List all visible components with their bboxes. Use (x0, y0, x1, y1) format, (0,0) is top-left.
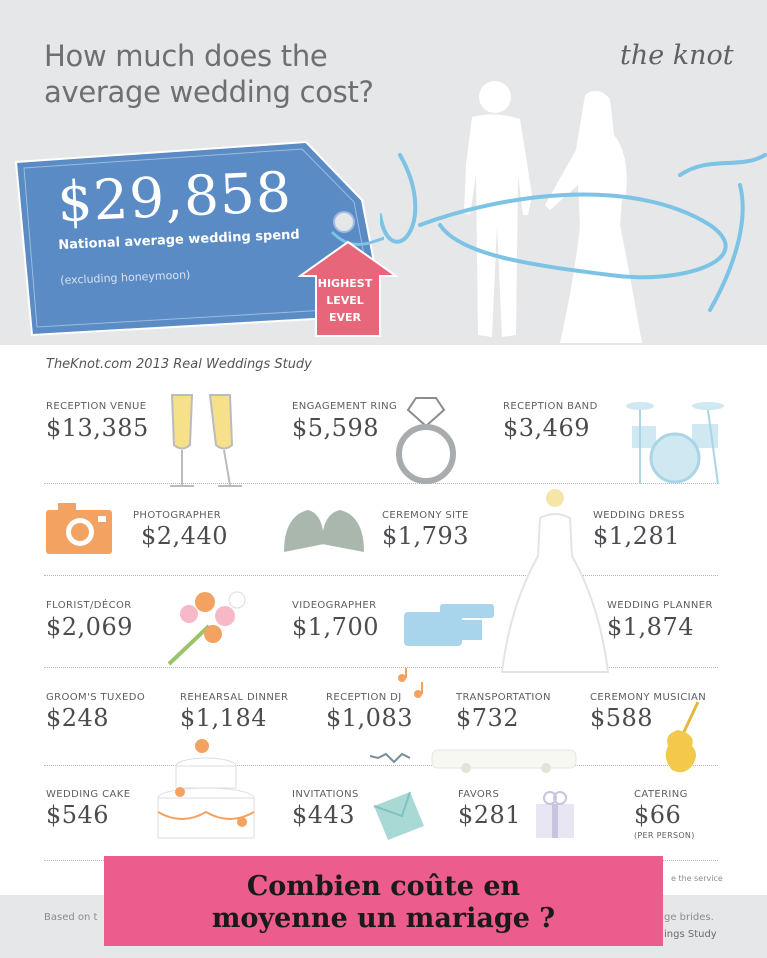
grooms-tuxedo-label: GROOM'S TUXEDO (46, 692, 146, 703)
limousine-icon (369, 749, 577, 773)
footer-left-text: Based on t (44, 912, 98, 923)
average-cost-amount: $29,858 (56, 159, 294, 234)
favors-value: $281 (458, 801, 522, 829)
transportation-value: $732 (456, 704, 520, 732)
highest-level-badge: HIGHEST LEVEL EVER (304, 275, 386, 326)
drum-kit-icon (626, 402, 724, 485)
reception-dj-value: $1,083 (326, 704, 413, 732)
ceremony-musician-value: $588 (590, 704, 654, 732)
rehearsal-dinner-label: REHEARSAL DINNER (180, 692, 289, 703)
row-divider (44, 575, 718, 576)
row-divider (44, 483, 718, 484)
caption-banner-text: Combien coûte en moyenne un mariage ? (104, 871, 663, 935)
wedding-cake-label: WEDDING CAKE (46, 789, 131, 800)
study-source: TheKnot.com 2013 Real Weddings Study (46, 357, 312, 372)
caption-banner (104, 856, 663, 946)
badge-line-3: EVER (328, 311, 361, 324)
reception-venue-label: RECEPTION VENUE (46, 401, 147, 412)
violin-icon (665, 701, 700, 773)
gift-box-icon (536, 791, 574, 838)
reception-dj-label: RECEPTION DJ (326, 692, 402, 703)
wedding-planner-value: $1,874 (607, 613, 694, 641)
row-divider (44, 765, 718, 766)
badge-line-1: HIGHEST (317, 277, 373, 290)
couple-silhouette-icon (380, 81, 767, 343)
invitations-value: $443 (292, 801, 356, 829)
music-notes-icon (398, 668, 423, 698)
badge-line-2: LEVEL (326, 294, 364, 307)
photographer-value: $2,440 (141, 522, 228, 550)
catering-value: $66 (634, 801, 682, 829)
photographer-label: PHOTOGRAPHER (133, 510, 222, 521)
ceremony-musician-label: CEREMONY MUSICIAN (590, 692, 707, 703)
florist-value: $2,069 (46, 613, 133, 641)
banner-line-2: moyenne un mariage ? (211, 903, 556, 934)
page-title: How much does the average wedding cost? (44, 38, 374, 110)
catering-label: CATERING (634, 789, 688, 800)
banner-line-1: Combien coûte en (246, 871, 521, 902)
envelope-icon (373, 791, 424, 840)
reception-band-value: $3,469 (503, 414, 590, 442)
footer-right-text-bottom: ings Study (664, 929, 717, 940)
wedding-bells-icon (284, 510, 364, 552)
catering-note: (PER PERSON) (634, 831, 695, 840)
rehearsal-dinner-value: $1,184 (180, 704, 267, 732)
favors-label: FAVORS (458, 789, 500, 800)
footer-fine-print: e the service (671, 874, 723, 883)
ceremony-site-label: CEREMONY SITE (382, 510, 469, 521)
videographer-value: $1,700 (292, 613, 379, 641)
footer-right-text-top: ge brides. (664, 912, 714, 923)
engagement-ring-value: $5,598 (292, 414, 379, 442)
wedding-dress-value: $1,281 (593, 522, 680, 550)
video-camera-icon (404, 604, 494, 646)
reception-band-label: RECEPTION BAND (503, 401, 598, 412)
champagne-glasses-icon (170, 394, 242, 487)
camera-icon (46, 503, 112, 554)
bouquet-icon (167, 591, 246, 666)
invitations-label: INVITATIONS (292, 789, 359, 800)
wedding-planner-label: WEDDING PLANNER (607, 600, 713, 611)
engagement-ring-label: ENGAGEMENT RING (292, 401, 398, 412)
wedding-dress-label: WEDDING DRESS (593, 510, 685, 521)
reception-venue-value: $13,385 (46, 414, 149, 442)
videographer-label: VIDEOGRAPHER (292, 600, 377, 611)
grooms-tuxedo-value: $248 (46, 704, 110, 732)
florist-label: FLORIST/DÉCOR (46, 600, 132, 611)
wedding-cake-value: $546 (46, 801, 110, 829)
title-line-2: average wedding cost? (44, 75, 374, 109)
transportation-label: TRANSPORTATION (456, 692, 551, 703)
title-line-1: How much does the (44, 39, 328, 73)
wedding-dress-icon (500, 489, 610, 673)
engagement-ring-icon (396, 397, 456, 484)
the-knot-logo: the knot (620, 40, 734, 71)
wedding-cake-icon (157, 739, 255, 839)
ceremony-site-value: $1,793 (382, 522, 469, 550)
row-divider (44, 667, 718, 668)
up-arrow-badge-icon (298, 240, 398, 337)
